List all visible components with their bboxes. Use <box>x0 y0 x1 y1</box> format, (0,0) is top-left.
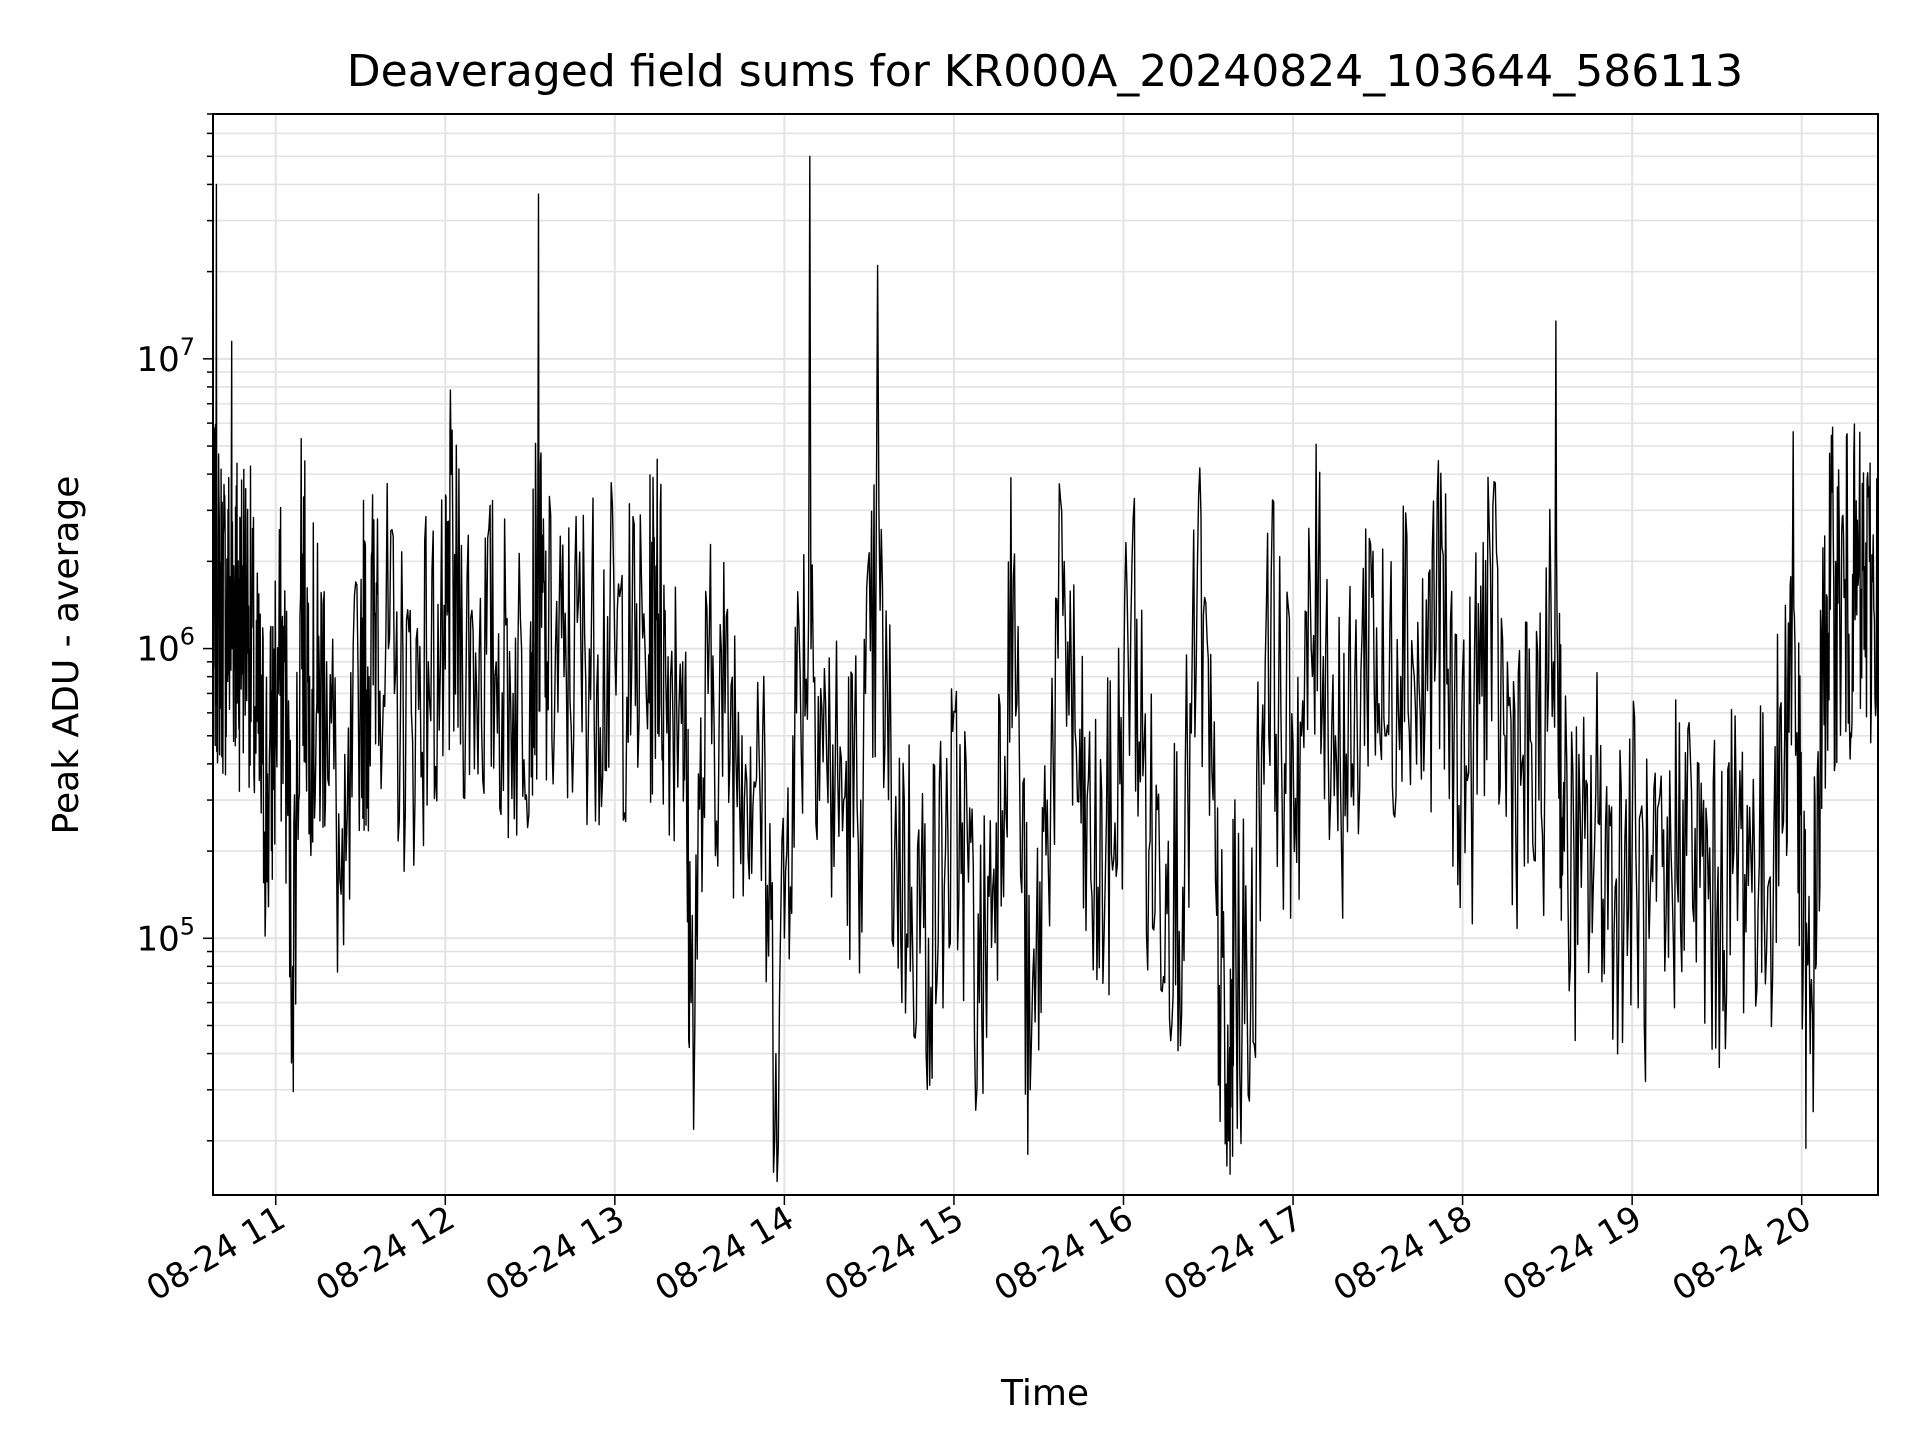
y-axis-label: Peak ADU - average <box>46 476 87 835</box>
series-layer <box>212 155 1879 1183</box>
x-tick-label: 08-24 11 <box>140 1198 292 1309</box>
x-tick-label: 08-24 14 <box>648 1198 800 1309</box>
x-tick-label: 08-24 17 <box>1157 1198 1309 1309</box>
chart-title: Deaveraged field sums for KR000A_2024082… <box>347 46 1743 97</box>
x-tick-label: 08-24 12 <box>309 1198 461 1309</box>
x-tick-label: 08-24 15 <box>818 1198 970 1309</box>
y-tick-label: 106 <box>136 623 195 670</box>
y-tick-label: 107 <box>136 333 195 380</box>
x-axis-label: Time <box>1000 1373 1089 1414</box>
series-line <box>212 155 1879 1183</box>
grid <box>213 113 1878 1195</box>
x-tick-label: 08-24 13 <box>479 1198 631 1309</box>
plot-frame <box>212 113 1879 1196</box>
x-tick-label: 08-24 19 <box>1496 1198 1648 1309</box>
y-axis: 105 106 107 <box>136 113 213 1142</box>
x-tick-label: 08-24 20 <box>1666 1198 1818 1309</box>
y-tick-label: 105 <box>136 912 195 959</box>
x-tick-label: 08-24 18 <box>1327 1198 1479 1309</box>
x-tick-label: 08-24 16 <box>988 1198 1140 1309</box>
x-axis: 08-24 11 08-24 12 08-24 13 08-24 14 08-24 15… <box>140 1195 1818 1309</box>
